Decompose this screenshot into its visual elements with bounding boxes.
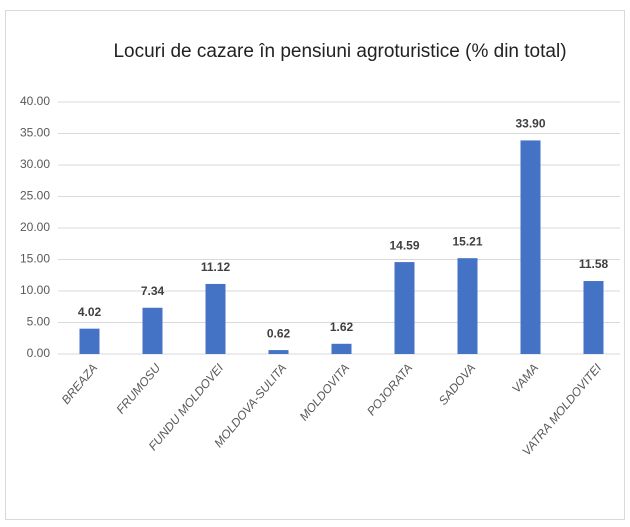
y-tick-label: 20.00 <box>20 220 50 234</box>
value-label: 7.34 <box>141 284 165 298</box>
y-tick-label: 15.00 <box>20 252 50 266</box>
value-label: 11.12 <box>201 260 231 274</box>
y-tick-label: 40.00 <box>20 94 50 108</box>
bar <box>331 343 352 354</box>
y-tick-label: 25.00 <box>20 189 50 203</box>
value-label: 15.21 <box>452 234 482 248</box>
chart-title: Locuri de cazare în pensiuni agroturisti… <box>113 41 566 62</box>
value-label: 1.62 <box>330 320 354 334</box>
bar <box>457 258 478 354</box>
bar <box>142 307 163 354</box>
bar <box>520 140 541 354</box>
value-label: 0.62 <box>267 326 291 340</box>
y-tick-label: 0.00 <box>27 346 51 360</box>
bar <box>268 350 289 354</box>
value-label: 14.59 <box>389 238 419 252</box>
y-tick-label: 30.00 <box>20 157 50 171</box>
bar <box>205 283 226 354</box>
y-tick-label: 10.00 <box>20 283 50 297</box>
bar <box>394 262 415 354</box>
bar <box>583 281 604 354</box>
value-label: 4.02 <box>78 305 102 319</box>
value-label: 11.58 <box>579 257 609 271</box>
value-label: 33.90 <box>515 117 545 131</box>
y-tick-label: 35.00 <box>20 126 50 140</box>
y-tick-label: 5.00 <box>27 315 51 329</box>
bar <box>79 328 100 354</box>
